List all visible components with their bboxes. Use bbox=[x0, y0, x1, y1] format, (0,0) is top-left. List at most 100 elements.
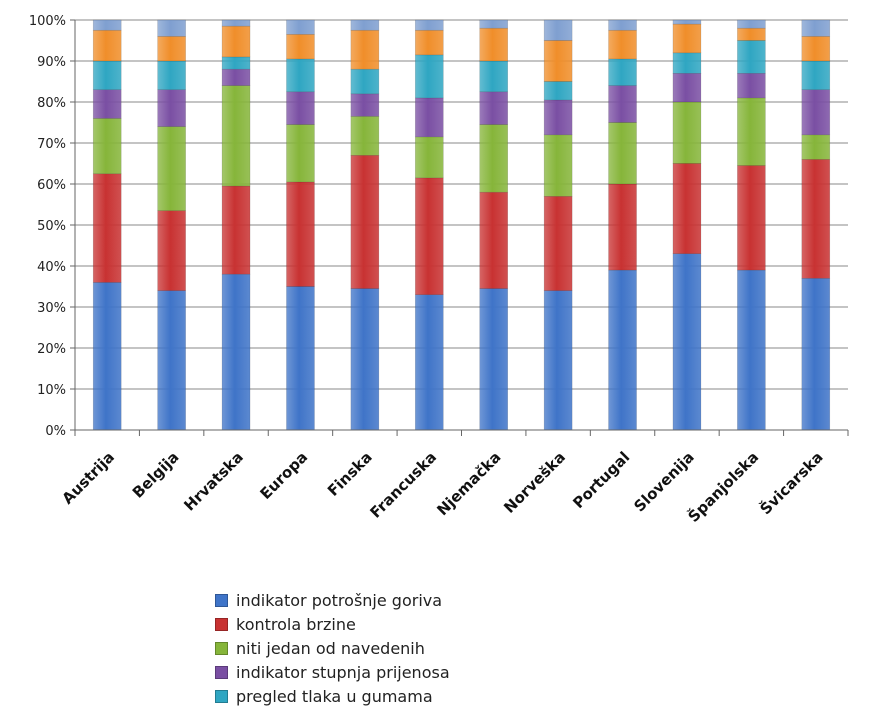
bar-segment bbox=[221, 56, 251, 70]
y-tick-label: 100% bbox=[29, 14, 66, 29]
bar-segment bbox=[608, 183, 637, 271]
bar-segment bbox=[672, 73, 702, 103]
x-tick-label: Portugal bbox=[569, 448, 633, 512]
bar-segment bbox=[92, 173, 122, 283]
bar-segment bbox=[286, 19, 315, 35]
bar-segment bbox=[414, 19, 444, 31]
y-tick-label: 10% bbox=[37, 383, 66, 398]
legend-item: niti jedan od navedenih bbox=[215, 636, 450, 660]
bar-segment bbox=[92, 118, 122, 175]
gridlines bbox=[75, 19, 848, 390]
x-tick-label: Hrvatska bbox=[180, 448, 247, 515]
legend-swatch bbox=[215, 641, 228, 655]
bar-segment bbox=[543, 81, 573, 101]
bar-segment bbox=[286, 91, 315, 125]
legend-swatch bbox=[215, 593, 228, 607]
y-tick-label: 50% bbox=[37, 219, 66, 234]
y-tick-label: 70% bbox=[37, 137, 66, 152]
bar-segment bbox=[350, 68, 380, 95]
y-tick-label: 30% bbox=[37, 301, 66, 316]
x-tick-label: Njemačka bbox=[433, 448, 504, 519]
legend-label: kontrola brzine bbox=[236, 614, 356, 634]
bar-segment bbox=[221, 68, 251, 86]
x-tick-label: Europa bbox=[256, 448, 311, 503]
x-tick-label: Finska bbox=[324, 448, 376, 500]
bar-segment bbox=[608, 29, 637, 60]
bar-segment bbox=[672, 52, 702, 74]
bar-segment bbox=[157, 19, 186, 37]
bar-segment bbox=[157, 36, 186, 62]
bar-segment bbox=[221, 25, 251, 58]
bar-segment bbox=[157, 126, 186, 211]
legend-swatch bbox=[215, 665, 228, 679]
x-tick-label: Francuska bbox=[367, 448, 441, 522]
bar-segment bbox=[92, 19, 122, 31]
y-axis: 0% 10% 20% 30% 40% 50% 60% 70% 80% 90% 100% bbox=[29, 14, 76, 439]
bar-segment bbox=[157, 210, 186, 291]
bar-segment bbox=[286, 34, 315, 60]
bar-segment bbox=[414, 29, 444, 56]
bar-segment bbox=[801, 89, 831, 136]
x-tick-label: Austrija bbox=[58, 448, 118, 508]
bar-segment bbox=[479, 288, 509, 431]
bar-segment bbox=[672, 19, 702, 25]
bar-segment bbox=[92, 60, 122, 91]
bar-segment bbox=[479, 191, 509, 289]
legend-label: pregled tlaka u gumama bbox=[236, 686, 433, 706]
bar-segment bbox=[737, 97, 766, 166]
bar-segment bbox=[543, 290, 573, 431]
bar-segment bbox=[672, 163, 702, 254]
legend-swatch bbox=[215, 689, 228, 703]
bar-segment bbox=[737, 27, 766, 41]
stacked-bar-chart: 0% 10% 20% 30% 40% 50% 60% 70% 80% 90% 100% Austri… bbox=[29, 14, 849, 526]
bar-segment bbox=[221, 273, 251, 431]
bar-segment bbox=[350, 116, 380, 156]
bar-segment bbox=[737, 73, 766, 99]
bar-segment bbox=[672, 253, 702, 431]
bar-segment bbox=[543, 19, 573, 41]
legend-label: indikator stupnja prijenosa bbox=[236, 662, 450, 682]
bar-segment bbox=[286, 286, 315, 431]
x-tick-label: Slovenija bbox=[630, 448, 697, 515]
x-tick-label: Norveška bbox=[500, 448, 569, 517]
bar-segment bbox=[801, 134, 831, 160]
bar-segment bbox=[286, 124, 315, 183]
bar-segment bbox=[157, 290, 186, 431]
legend-item: pregled tlaka u gumama bbox=[215, 684, 450, 708]
legend-item: indikator potrošnje goriva bbox=[215, 588, 450, 612]
bar-segment bbox=[350, 155, 380, 289]
bar-segment bbox=[608, 122, 637, 185]
bar-segment bbox=[543, 99, 573, 136]
bar-segment bbox=[801, 19, 831, 37]
bar-segment bbox=[479, 91, 509, 125]
bar-segment bbox=[737, 165, 766, 271]
bar-segment bbox=[608, 58, 637, 86]
bar-segment bbox=[414, 136, 444, 179]
bar-segment bbox=[801, 277, 831, 431]
bar-segment bbox=[801, 159, 831, 279]
bar-segment bbox=[801, 36, 831, 62]
bars bbox=[92, 19, 831, 431]
legend-item: kontrola brzine bbox=[215, 612, 450, 636]
bar-segment bbox=[157, 60, 186, 91]
bar-segment bbox=[672, 101, 702, 164]
y-tick-label: 90% bbox=[37, 55, 66, 70]
bar-segment bbox=[737, 40, 766, 74]
bar-segment bbox=[221, 185, 251, 275]
y-tick-label: 40% bbox=[37, 260, 66, 275]
bar-segment bbox=[414, 294, 444, 431]
y-tick-label: 60% bbox=[37, 178, 66, 193]
bar-segment bbox=[414, 97, 444, 138]
y-tick-label: 0% bbox=[45, 424, 66, 439]
bar-segment bbox=[414, 177, 444, 296]
bar-segment bbox=[737, 19, 766, 29]
legend-item: indikator stupnja prijenosa bbox=[215, 660, 450, 684]
bar-segment bbox=[350, 19, 380, 31]
bar-segment bbox=[479, 27, 509, 62]
y-tick-label: 20% bbox=[37, 342, 66, 357]
legend-label: indikator potrošnje goriva bbox=[236, 590, 443, 610]
bar-segment bbox=[608, 85, 637, 123]
x-tick-label: Švicarska bbox=[756, 447, 827, 518]
bar-segment bbox=[221, 85, 251, 187]
